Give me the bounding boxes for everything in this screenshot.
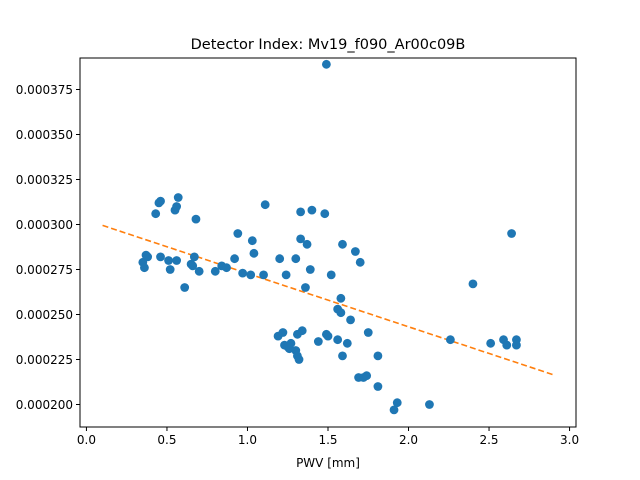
data-point	[140, 263, 149, 273]
data-point	[305, 265, 315, 274]
x-axis-label: PWV [mm]	[296, 456, 360, 470]
data-point	[275, 254, 285, 264]
y-tick-label: 0.000275	[16, 263, 73, 277]
data-point	[389, 405, 399, 415]
x-tick-label: 2.0	[399, 433, 418, 447]
data-point	[259, 270, 268, 280]
data-point	[151, 209, 161, 219]
data-point	[468, 279, 478, 289]
data-point	[338, 351, 347, 361]
data-point	[486, 338, 496, 348]
data-point	[156, 196, 165, 206]
data-point	[362, 371, 372, 381]
data-point	[165, 265, 175, 274]
data-point	[296, 207, 306, 217]
data-point	[210, 266, 220, 276]
data-point	[342, 338, 352, 348]
y-tick-label: 0.000375	[16, 83, 73, 97]
data-point	[346, 315, 355, 325]
data-point	[281, 270, 291, 280]
data-point	[191, 214, 201, 224]
data-point	[336, 293, 346, 303]
x-axis-ticks: 0.0 0.5 1.0 1.5 2.0 2.5 3.0	[77, 427, 579, 447]
data-point	[425, 400, 434, 409]
data-point	[373, 351, 383, 361]
data-point	[246, 270, 256, 280]
data-point	[156, 252, 165, 262]
data-point	[294, 355, 304, 364]
y-tick-label: 0.000225	[16, 353, 73, 367]
data-point	[321, 59, 331, 69]
fit-line-layer	[102, 224, 554, 376]
data-point	[247, 236, 257, 246]
data-point	[222, 263, 231, 273]
y-tick-label: 0.000350	[16, 128, 73, 142]
data-point	[392, 398, 402, 408]
data-point	[194, 266, 204, 276]
y-tick-label: 0.000250	[16, 308, 73, 322]
data-point	[291, 254, 301, 264]
data-point	[188, 261, 198, 271]
data-point	[350, 247, 360, 256]
data-points-layer	[138, 59, 521, 415]
data-point	[307, 205, 317, 215]
data-point	[326, 270, 336, 280]
data-point	[336, 308, 346, 318]
data-point	[296, 234, 306, 244]
y-tick-label: 0.000325	[16, 173, 73, 187]
data-point	[249, 248, 259, 258]
x-tick-label: 1.5	[318, 433, 337, 447]
data-point	[164, 256, 173, 265]
data-point	[507, 229, 516, 238]
y-tick-label: 0.000300	[16, 218, 73, 232]
data-point	[172, 202, 182, 211]
data-point	[230, 254, 240, 264]
y-tick-label: 0.000200	[16, 398, 73, 412]
data-point	[363, 328, 373, 337]
data-point	[502, 340, 512, 350]
data-point	[143, 252, 153, 262]
data-point	[286, 338, 296, 348]
x-tick-label: 1.0	[238, 433, 257, 447]
data-point	[233, 229, 243, 238]
data-point	[355, 257, 365, 267]
data-point	[278, 328, 288, 337]
y-axis-ticks: 0.000200 0.000225 0.000250 0.000275 0.000300…	[16, 83, 80, 412]
data-point	[238, 268, 248, 278]
x-tick-label: 2.5	[479, 433, 498, 447]
x-tick-label: 0.0	[77, 433, 96, 447]
data-point	[512, 340, 521, 350]
data-point	[260, 200, 270, 210]
data-point	[373, 382, 383, 391]
data-point	[302, 239, 312, 249]
data-point	[173, 193, 183, 202]
x-tick-label: 0.5	[157, 433, 176, 447]
data-point	[313, 337, 323, 346]
data-point	[172, 256, 182, 265]
data-point	[323, 331, 333, 341]
data-point	[333, 335, 343, 345]
data-point	[189, 252, 199, 262]
fit-line	[102, 224, 554, 376]
chart-title: Detector Index: Mv19_f090_Ar00c09B	[191, 37, 466, 53]
data-point	[320, 209, 330, 219]
data-point	[180, 283, 190, 292]
x-tick-label: 3.0	[560, 433, 579, 447]
data-point	[301, 283, 310, 292]
data-point	[297, 326, 307, 336]
data-point	[445, 335, 455, 345]
data-point	[338, 239, 347, 249]
